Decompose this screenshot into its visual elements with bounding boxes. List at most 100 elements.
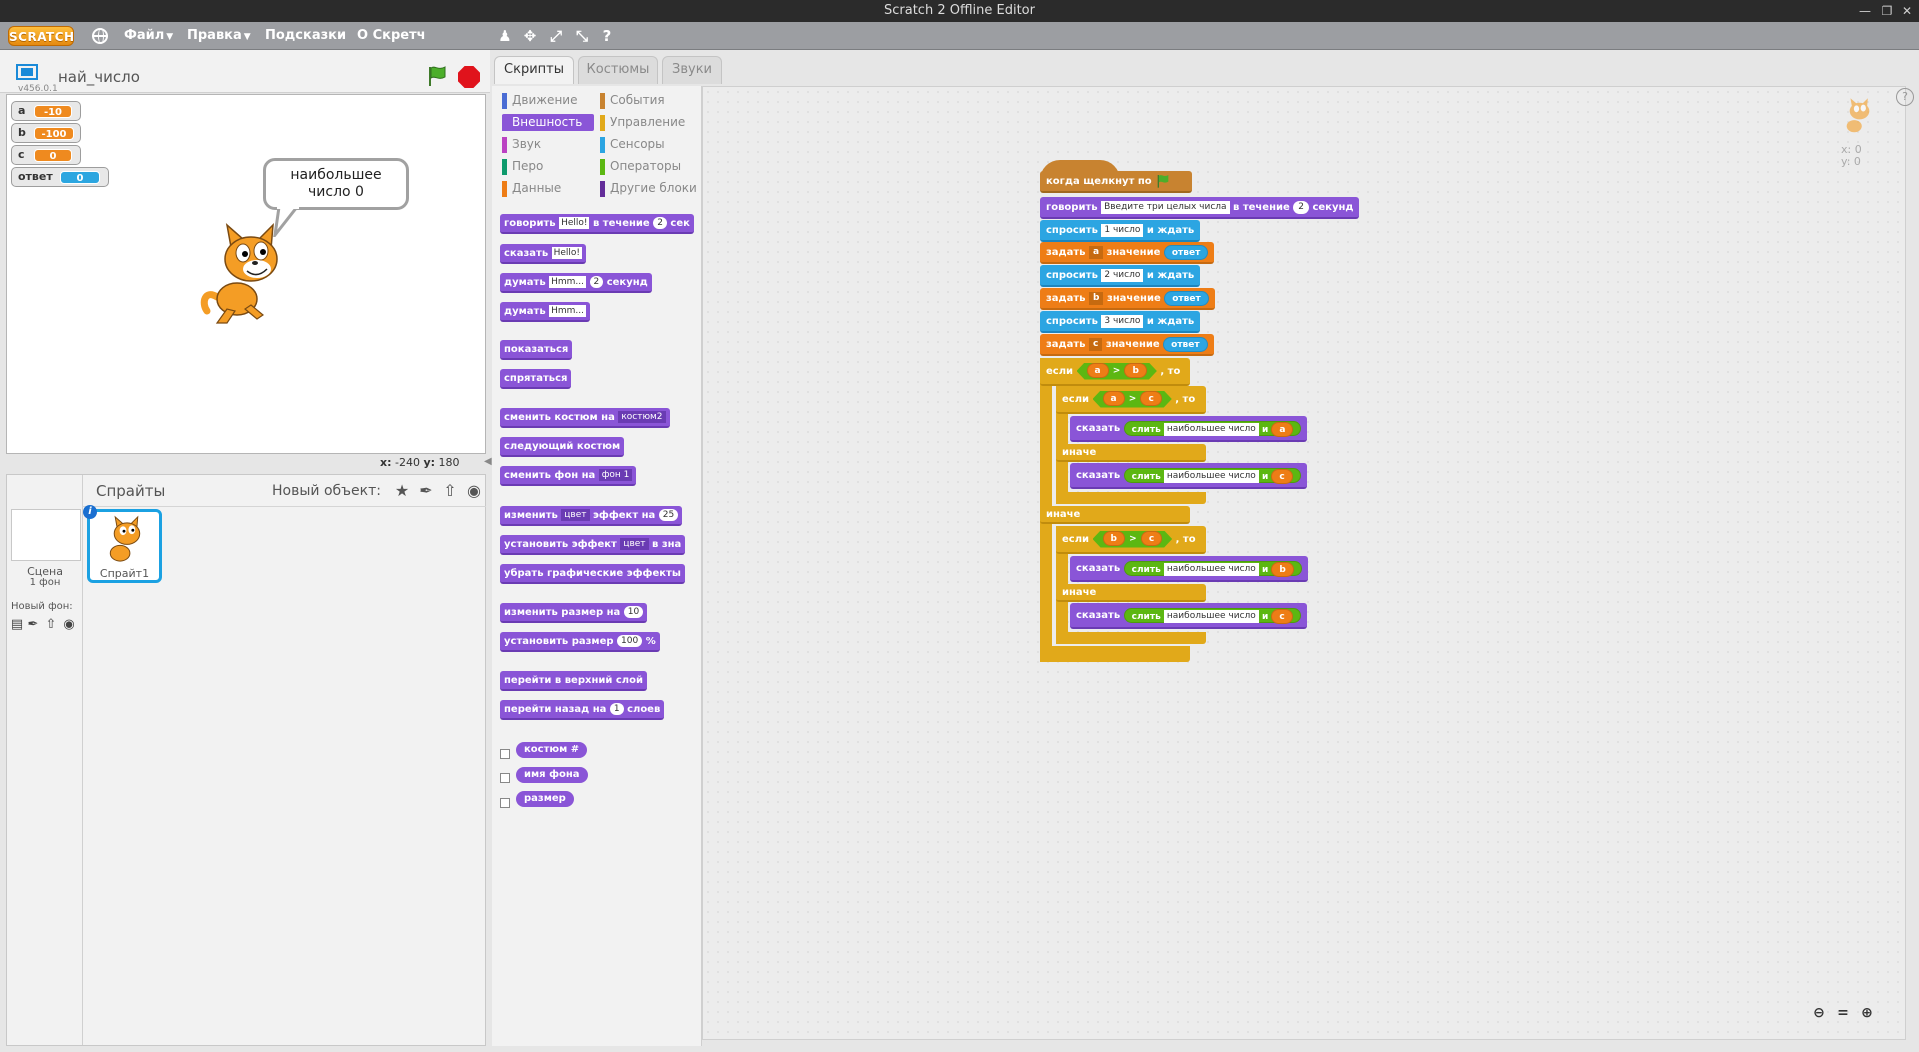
operator-greater-than[interactable]: a > c	[1093, 391, 1172, 408]
scratch-logo[interactable]: SCRATCH	[8, 26, 74, 46]
script-block-set-a[interactable]: задать a значение ответ	[1040, 242, 1215, 264]
menu-file[interactable]: Файл ▼	[124, 27, 173, 46]
project-title-field[interactable]: най_число	[58, 68, 140, 86]
block-dropdown[interactable]: цвет	[561, 509, 590, 521]
block-dropdown[interactable]: цвет	[620, 538, 649, 550]
script-block-if-b-gt-c[interactable]: если b > c , то	[1056, 526, 1206, 554]
block-dropdown[interactable]: b	[1089, 291, 1104, 305]
block-dropdown[interactable]: c	[1089, 337, 1103, 351]
green-flag-icon[interactable]	[425, 65, 449, 87]
block-dropdown[interactable]: a	[1089, 245, 1104, 259]
script-block-say-join-c-2[interactable]: сказать слить наибольшее число и c	[1070, 603, 1307, 629]
palette-block-clear-effects[interactable]: убрать графические эффекты	[500, 564, 685, 584]
category-events[interactable]: События	[600, 92, 700, 109]
join-reporter[interactable]: слить наибольшее число и c	[1123, 607, 1301, 624]
stop-icon[interactable]	[458, 66, 480, 88]
monitor-checkbox[interactable]	[500, 798, 510, 808]
join-reporter[interactable]: слить наибольшее число и a	[1123, 420, 1302, 437]
block-dropdown[interactable]: костюм2	[618, 411, 666, 423]
camera-icon[interactable]: ◉	[467, 481, 481, 500]
palette-block-change-size[interactable]: изменить размер на 10	[500, 603, 648, 623]
duplicate-stamp-icon[interactable]: ♟	[498, 27, 512, 45]
scene-thumbnail[interactable]	[11, 509, 81, 561]
block-input[interactable]: наибольшее число	[1163, 469, 1259, 483]
block-reporter[interactable]: ответ	[1163, 244, 1209, 260]
category-data[interactable]: Данные	[502, 180, 594, 197]
stage-canvas[interactable]: a -10 b -100 c 0 ответ 0 наибольшее числ…	[6, 94, 486, 454]
block-number-input[interactable]: 1	[609, 703, 624, 715]
paint-brush-icon[interactable]: ✒	[419, 481, 433, 500]
script-block-say-join-a[interactable]: сказать слить наибольшее число и a	[1070, 416, 1308, 442]
block-input[interactable]: 1 число	[1101, 223, 1144, 237]
sprite-tile[interactable]	[87, 509, 162, 583]
join-reporter[interactable]: слить наибольшее число и c	[1123, 467, 1301, 484]
menu-tips[interactable]: Подсказки	[265, 28, 347, 43]
block-input[interactable]: наибольшее число	[1163, 422, 1259, 436]
block-reporter[interactable]: ответ	[1164, 290, 1209, 306]
block-reporter[interactable]: ответ	[1163, 336, 1208, 352]
zoom-in-icon[interactable]: ⊕	[1861, 1005, 1873, 1021]
palette-block-show[interactable]: показаться	[500, 340, 573, 360]
palette-block-switch-backdrop[interactable]: сменить фон на фон 1	[500, 466, 637, 486]
category-looks[interactable]: Внешность	[502, 114, 594, 131]
upload-icon[interactable]: ⇧	[45, 617, 57, 632]
palette-block-think[interactable]: думать Hmm...	[500, 302, 591, 322]
script-block-ask-3[interactable]: спросить 3 число и ждать	[1040, 311, 1201, 333]
collapse-stage-arrow-icon[interactable]: ◀	[484, 456, 492, 467]
block-number-input[interactable]: 100	[617, 635, 643, 647]
block-number-input[interactable]: 25	[658, 509, 679, 521]
block-reporter[interactable]: b	[1103, 531, 1125, 546]
palette-block-think-for[interactable]: думать Hmm... 2 секунд	[500, 273, 652, 293]
block-reporter[interactable]: c	[1271, 608, 1293, 624]
block-number-input[interactable]: 2	[1293, 200, 1309, 214]
grow-icon[interactable]: ⤢	[549, 27, 562, 45]
help-question-icon[interactable]: ?	[602, 27, 612, 45]
block-input[interactable]: 2 число	[1101, 268, 1144, 282]
block-input[interactable]: Hmm...	[549, 276, 587, 288]
palette-block-go-front[interactable]: перейти в верхний слой	[500, 671, 647, 691]
block-number-input[interactable]: 2	[653, 217, 667, 229]
tab-scripts[interactable]: Скрипты	[494, 56, 574, 84]
palette-reporter-size[interactable]: размер	[516, 791, 574, 807]
minimize-icon[interactable]: —	[1859, 4, 1871, 18]
palette-block-next-costume[interactable]: следующий костюм	[500, 437, 625, 457]
palette-block-switch-costume[interactable]: сменить костюм на костюм2	[500, 408, 670, 428]
palette-block-go-back[interactable]: перейти назад на 1 слоев	[500, 700, 665, 720]
paint-brush-icon[interactable]: ✒	[27, 617, 39, 632]
script-block-if-a-gt-b[interactable]: если a > b , то	[1040, 358, 1190, 386]
block-input[interactable]: Введите три целых числа	[1101, 200, 1230, 214]
palette-reporter-costume-number[interactable]: костюм #	[516, 742, 588, 758]
category-pen[interactable]: Перо	[502, 158, 594, 175]
palette-block-say-for[interactable]: говорить Hello! в течение 2 сек	[500, 214, 694, 234]
block-reporter[interactable]: b	[1124, 363, 1146, 378]
variable-monitor-a[interactable]: a -10	[11, 101, 81, 121]
script-block-if-a-gt-c[interactable]: если a > c , то	[1056, 386, 1206, 414]
restore-icon[interactable]: ❐	[1881, 4, 1893, 18]
block-reporter[interactable]: c	[1271, 468, 1293, 484]
script-block-set-c[interactable]: задать c значение ответ	[1040, 334, 1214, 356]
script-block-set-b[interactable]: задать b значение ответ	[1040, 288, 1215, 310]
zoom-out-icon[interactable]: ⊖	[1813, 1005, 1825, 1021]
join-reporter[interactable]: слить наибольшее число и b	[1123, 560, 1302, 577]
shrink-icon[interactable]: ⤡	[575, 27, 588, 45]
script-block-ask-1[interactable]: спросить 1 число и ждать	[1040, 220, 1201, 242]
script-block-say-join-b[interactable]: сказать слить наибольшее число и b	[1070, 556, 1308, 582]
category-more-blocks[interactable]: Другие блоки	[600, 180, 700, 197]
block-input[interactable]: Hello!	[559, 217, 590, 229]
block-reporter[interactable]: a	[1103, 391, 1125, 406]
category-operators[interactable]: Операторы	[600, 158, 700, 175]
sprite-info-icon[interactable]: i	[83, 505, 97, 519]
category-control[interactable]: Управление	[600, 114, 700, 131]
backdrop-library-icon[interactable]: ▤	[10, 617, 24, 632]
language-globe-icon[interactable]	[92, 28, 108, 44]
variable-monitor-c[interactable]: c 0	[11, 145, 81, 165]
monitor-checkbox[interactable]	[500, 749, 510, 759]
close-icon[interactable]: ✕	[1901, 4, 1913, 18]
monitor-checkbox[interactable]	[500, 773, 510, 783]
block-number-input[interactable]: 10	[623, 606, 644, 618]
palette-block-hide[interactable]: спрятаться	[500, 369, 572, 389]
operator-greater-than[interactable]: a > b	[1077, 363, 1157, 380]
block-input[interactable]: наибольшее число	[1163, 609, 1259, 623]
camera-icon[interactable]: ◉	[63, 617, 75, 632]
script-block-say-join-c[interactable]: сказать слить наибольшее число и c	[1070, 463, 1307, 489]
